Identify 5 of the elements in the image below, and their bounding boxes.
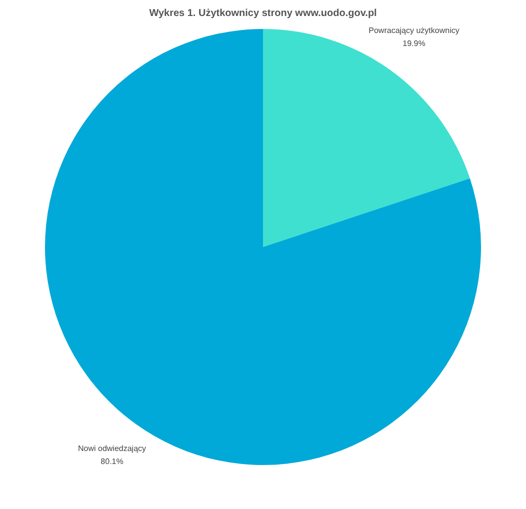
slice-label: Nowi odwiedzający xyxy=(78,444,146,454)
data-label: 80.1% xyxy=(100,457,124,466)
chart-title: Wykres 1. Użytkownicy strony www.uodo.gov.pl xyxy=(149,8,378,19)
data-label: 19.9% xyxy=(402,38,426,48)
slice-label: Powracający użytkownicy xyxy=(368,26,460,35)
